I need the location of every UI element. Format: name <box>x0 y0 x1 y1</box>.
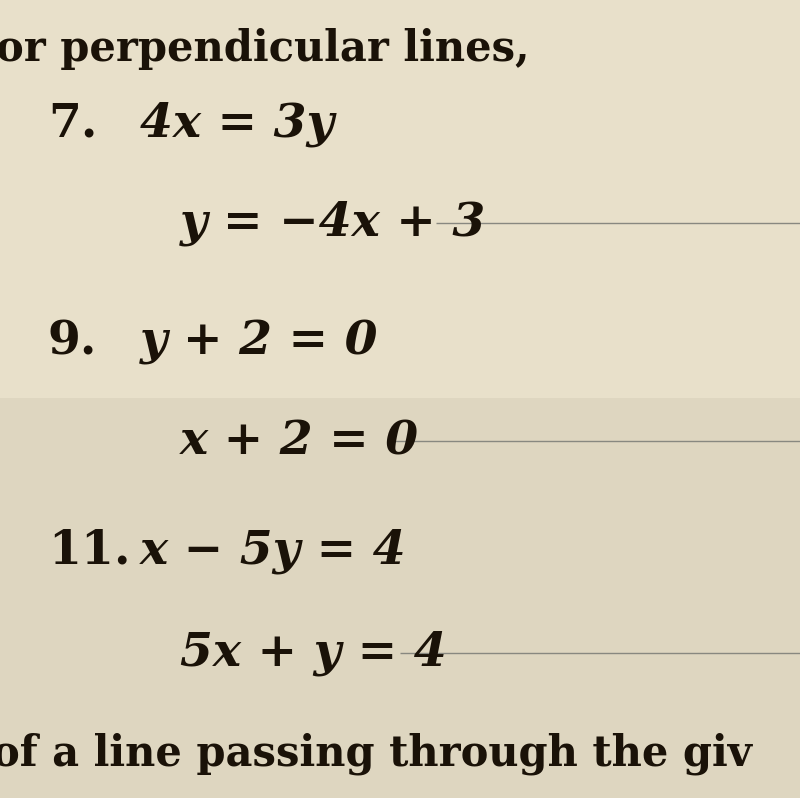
Text: or perpendicular lines,: or perpendicular lines, <box>0 28 530 70</box>
Text: 4x = 3y: 4x = 3y <box>140 101 334 147</box>
Text: 7.: 7. <box>48 101 98 147</box>
Text: 5x + y = 4: 5x + y = 4 <box>180 630 446 676</box>
Text: x − 5y = 4: x − 5y = 4 <box>140 527 406 574</box>
Text: y = −4x + 3: y = −4x + 3 <box>180 200 486 247</box>
Text: 11.: 11. <box>48 527 130 574</box>
Text: of a line passing through the giv: of a line passing through the giv <box>0 733 752 776</box>
Text: x + 2 = 0: x + 2 = 0 <box>180 418 419 464</box>
Text: y + 2 = 0: y + 2 = 0 <box>140 318 378 365</box>
Text: 9.: 9. <box>48 318 98 365</box>
